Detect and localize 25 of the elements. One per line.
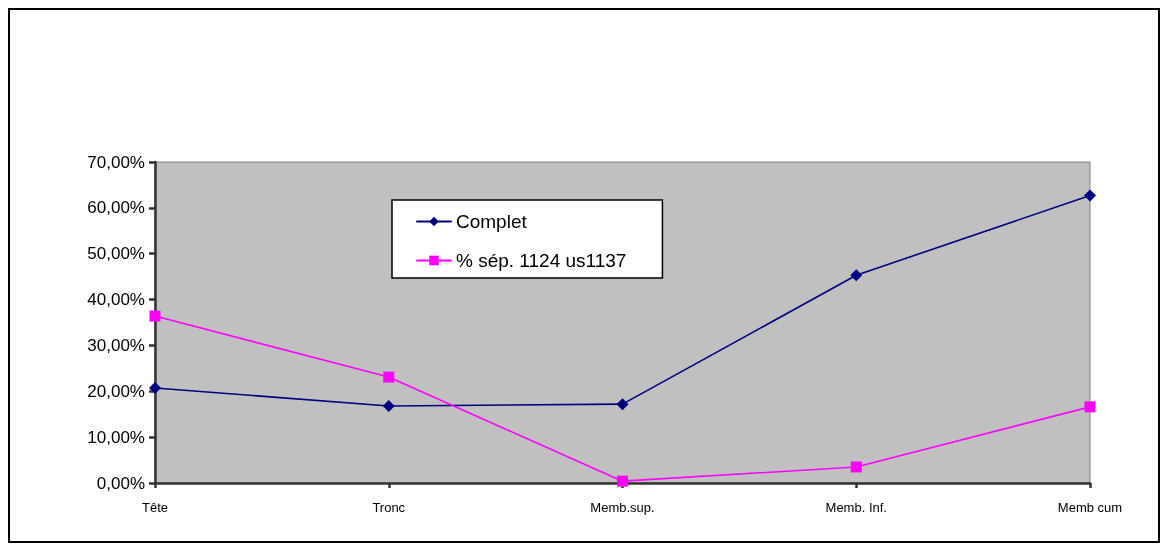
- y-tick-label: 0,00%: [96, 473, 145, 493]
- y-tick-label: 40,00%: [87, 290, 145, 310]
- y-tick-label: 30,00%: [87, 335, 145, 355]
- point: [383, 371, 395, 383]
- y-tick-label: 10,00%: [87, 427, 145, 447]
- point: [850, 269, 863, 282]
- y-tick-label: 50,00%: [87, 244, 145, 264]
- y-tick-label: 60,00%: [87, 198, 145, 218]
- x-tick-label: Memb cum: [1057, 500, 1123, 515]
- legend-label: % sép. 1124 us1137: [456, 250, 627, 271]
- point: [1084, 401, 1096, 413]
- point: [617, 475, 628, 487]
- point: [149, 382, 161, 395]
- legend-label: Complet: [456, 211, 528, 232]
- x-tick-label: Memb. Inf.: [825, 500, 887, 515]
- x-tick-label: Tête: [141, 500, 169, 515]
- point: [1084, 189, 1096, 202]
- x-tick-label: Memb.sup.: [590, 500, 655, 515]
- point: [616, 398, 629, 411]
- point: [850, 461, 862, 473]
- x-tick-label: Tronc: [372, 500, 406, 515]
- point: [149, 310, 161, 322]
- y-tick-label: 70,00%: [87, 152, 145, 172]
- y-tick-label: 20,00%: [87, 381, 145, 401]
- point: [382, 399, 395, 412]
